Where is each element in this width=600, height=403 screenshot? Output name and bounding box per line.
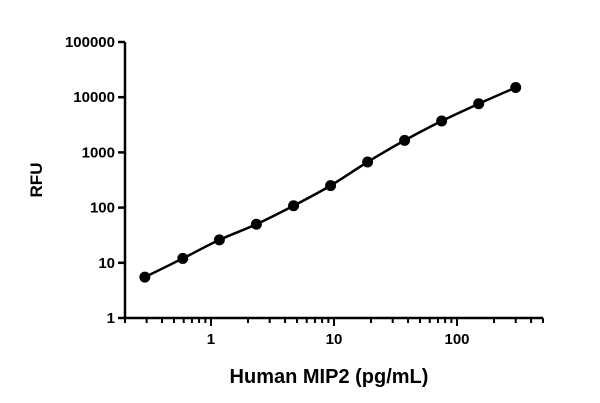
y-tick-label: 10 [98, 255, 115, 272]
x-tick-label: 10 [326, 331, 343, 348]
x-tick-label: 1 [207, 331, 215, 348]
data-point [436, 115, 448, 127]
x-axis-title: Human MIP2 (pg/mL) [230, 366, 429, 388]
y-tick-label: 1 [107, 310, 115, 327]
data-point [399, 134, 411, 146]
data-point [288, 200, 300, 212]
data-point [250, 218, 262, 230]
data-point [510, 81, 522, 93]
data-point [213, 234, 225, 246]
y-tick-label: 10000 [73, 89, 115, 106]
y-ticks: 1 10 100 1000 10000 100000 [65, 34, 125, 327]
data-point [325, 180, 337, 192]
y-tick-label: 100 [90, 200, 115, 217]
data-point [473, 98, 485, 110]
y-tick-label: 1000 [82, 144, 115, 161]
axes [123, 42, 543, 320]
data-point [177, 252, 189, 264]
x-tick-label: 100 [445, 331, 470, 348]
data-point [139, 271, 151, 283]
data-point [362, 156, 374, 168]
data-points [139, 81, 522, 283]
y-axis-title: RFU [27, 163, 46, 198]
x-ticks: 1 10 100 [124, 318, 544, 348]
y-tick-label: 100000 [65, 34, 115, 51]
